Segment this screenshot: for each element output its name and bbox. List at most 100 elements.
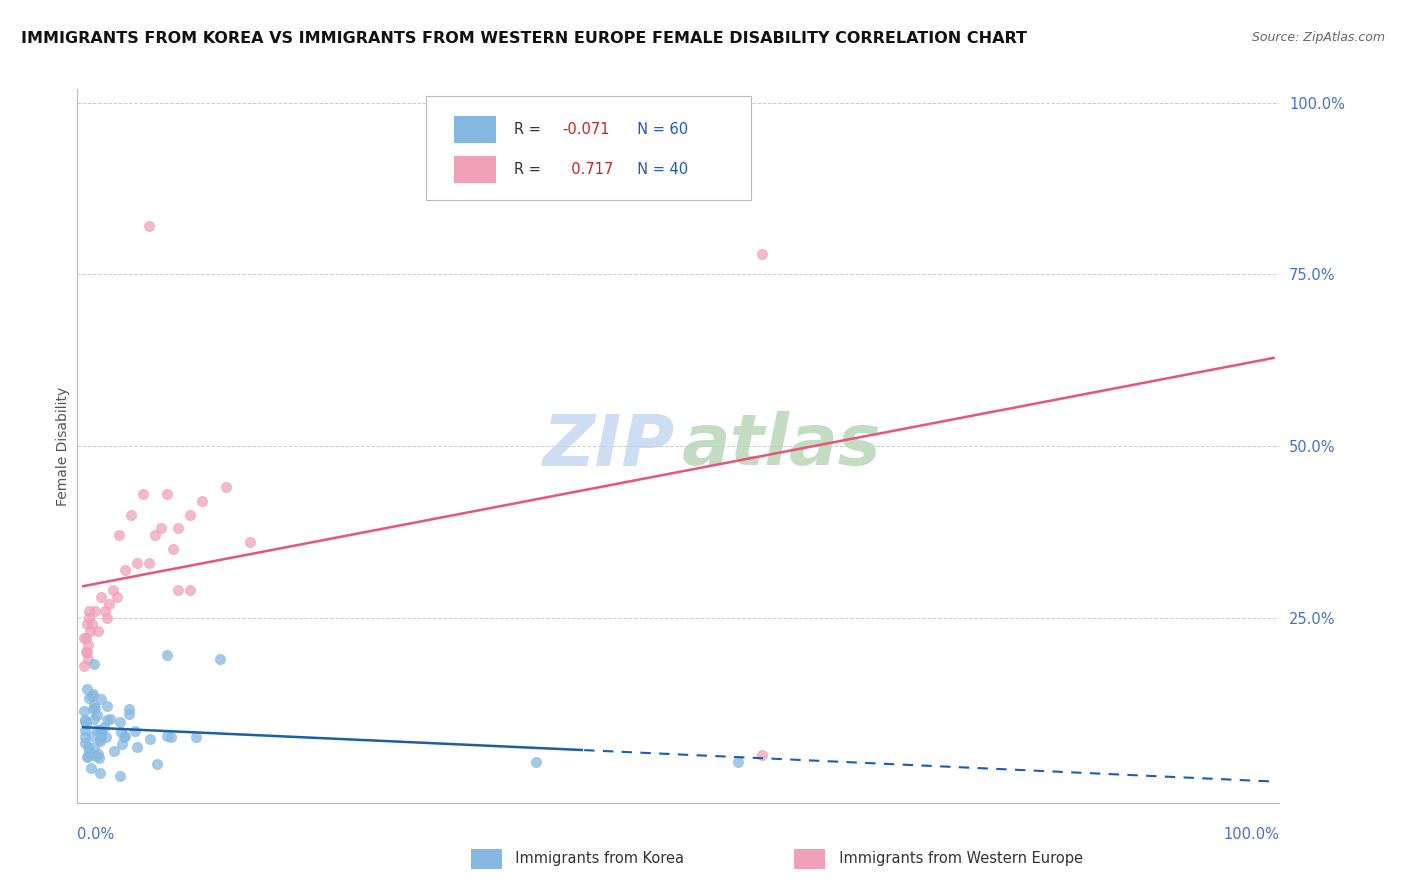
Point	[167, 521, 190, 535]
Point	[96, 713, 118, 727]
Point	[155, 648, 177, 663]
Y-axis label: Female Disability: Female Disability	[56, 386, 70, 506]
Point	[82, 701, 104, 715]
Point	[120, 508, 142, 522]
Point	[89, 723, 111, 737]
Point	[76, 681, 98, 696]
Point	[76, 617, 98, 632]
Point	[77, 745, 100, 759]
Text: Source: ZipAtlas.com: Source: ZipAtlas.com	[1251, 31, 1385, 45]
Point	[112, 730, 135, 744]
Point	[103, 744, 125, 758]
Point	[114, 730, 136, 744]
Point	[73, 713, 96, 727]
Point	[75, 717, 97, 731]
Text: 0.717: 0.717	[562, 161, 613, 177]
Point	[215, 480, 238, 494]
Point	[82, 687, 104, 701]
Text: Immigrants from Western Europe: Immigrants from Western Europe	[830, 851, 1083, 865]
Point	[93, 604, 115, 618]
Point	[79, 624, 101, 639]
Point	[77, 638, 100, 652]
Point	[96, 699, 118, 714]
Point	[118, 702, 141, 716]
Text: N = 40: N = 40	[628, 161, 688, 177]
Point	[86, 624, 108, 639]
Point	[146, 756, 169, 771]
Point	[90, 590, 112, 604]
Point	[111, 737, 134, 751]
Point	[84, 749, 107, 764]
Point	[73, 631, 96, 645]
Point	[156, 729, 179, 743]
Point	[87, 747, 110, 762]
Point	[149, 521, 172, 535]
Point	[108, 769, 131, 783]
Point	[138, 556, 160, 570]
Point	[87, 751, 110, 765]
Point	[132, 487, 155, 501]
Point	[90, 691, 112, 706]
Text: -0.071: -0.071	[562, 122, 609, 137]
Point	[125, 556, 148, 570]
FancyBboxPatch shape	[454, 155, 496, 183]
Point	[86, 723, 108, 738]
Point	[98, 712, 121, 726]
Point	[80, 729, 103, 743]
Text: N = 60: N = 60	[628, 122, 688, 137]
Point	[160, 731, 183, 745]
Point	[89, 732, 111, 747]
Text: R =: R =	[513, 161, 546, 177]
Point	[191, 494, 214, 508]
Point	[751, 747, 773, 762]
Point	[75, 731, 97, 745]
Point	[118, 707, 141, 722]
Point	[124, 723, 146, 738]
Point	[162, 541, 184, 556]
Point	[83, 698, 105, 713]
FancyBboxPatch shape	[426, 96, 751, 200]
Point	[77, 610, 100, 624]
Point	[83, 739, 105, 754]
Point	[80, 761, 103, 775]
Point	[101, 583, 124, 598]
Point	[84, 701, 107, 715]
Point	[73, 735, 96, 749]
Point	[83, 712, 105, 726]
Text: ZIP: ZIP	[543, 411, 675, 481]
Point	[89, 733, 111, 747]
Point	[75, 723, 97, 737]
Point	[138, 219, 160, 234]
Point	[76, 645, 98, 659]
Point	[76, 739, 98, 754]
Point	[727, 755, 749, 769]
Point	[90, 730, 112, 744]
Point	[179, 583, 201, 598]
Point	[127, 740, 149, 755]
Point	[76, 749, 98, 764]
Text: 0.0%: 0.0%	[77, 827, 114, 841]
Point	[86, 708, 108, 723]
Point	[155, 487, 177, 501]
Point	[93, 720, 115, 734]
Point	[167, 583, 190, 598]
Point	[73, 714, 96, 728]
Point	[77, 748, 100, 763]
Text: 100.0%: 100.0%	[1223, 827, 1279, 841]
FancyBboxPatch shape	[454, 116, 496, 144]
Point	[84, 604, 107, 618]
Point	[75, 631, 97, 645]
Point	[73, 704, 96, 718]
Point	[90, 726, 112, 740]
Point	[83, 657, 105, 672]
Point	[80, 617, 103, 632]
Point	[89, 766, 111, 780]
Text: atlas: atlas	[682, 411, 882, 481]
Point	[98, 597, 121, 611]
Point	[105, 590, 128, 604]
Point	[75, 645, 97, 659]
Point	[82, 689, 104, 703]
Text: Immigrants from Korea: Immigrants from Korea	[506, 851, 685, 865]
Point	[184, 731, 207, 745]
Point	[73, 658, 96, 673]
